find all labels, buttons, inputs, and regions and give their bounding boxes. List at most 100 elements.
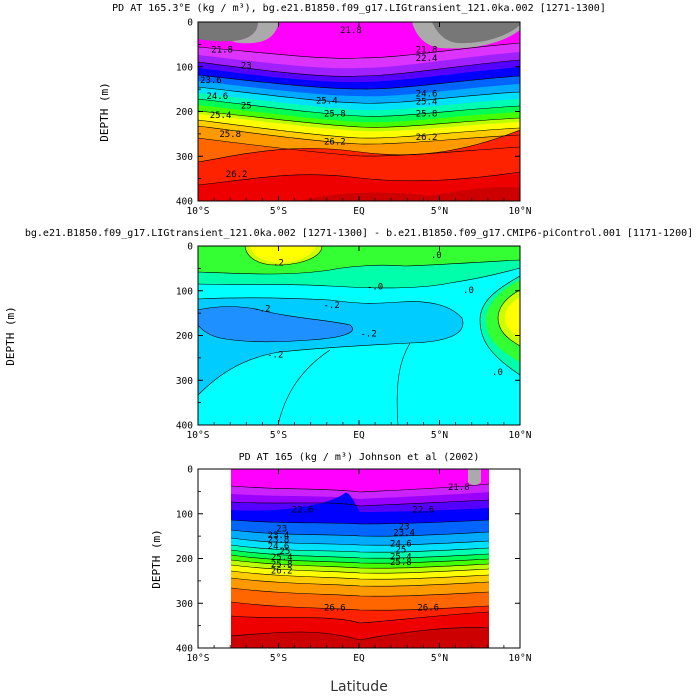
p1-contour-label: 25.4 (416, 98, 438, 108)
panel-3-contour-labels: 21.822.6 22.623 2323.423.824.62525.425.826… (268, 483, 470, 614)
panel-1: PD AT 165.3°E (kg / m³), bg.e21.B1850.f0… (98, 3, 606, 202)
p2-xtick-label: 5°N (431, 430, 448, 441)
p2-contour-label: -.2 (323, 301, 339, 311)
p1-xtick-label: 10°N (509, 206, 532, 217)
p2-contour-label: .2 (273, 259, 284, 269)
p3-xtick-label: 5°S (270, 653, 287, 664)
panel-3-ylabel: DEPTH (m) (150, 529, 163, 589)
p1-xtick-label: 5°N (431, 206, 448, 217)
p2-contour-label: -.0 (367, 282, 383, 292)
panel-1-plot (198, 22, 520, 201)
p3-band-26.6 (231, 627, 489, 648)
p2-xtick-label: 10°N (509, 430, 532, 441)
p2-ytick-label: 0 (187, 242, 193, 253)
p1-ytick-label: 300 (176, 152, 193, 163)
p1-contour-label: 21.8 (211, 46, 233, 56)
p3-contour-label: 23 (276, 525, 287, 535)
panel-2-title: bg.e21.B1850.f09_g17.LIGtransient_121.0k… (25, 228, 693, 239)
p1-ytick-label: 400 (176, 197, 193, 208)
p1-contour-label: 25.4 (210, 111, 232, 121)
p2-xtick-label: 5°S (270, 430, 287, 441)
p3-xtick-label: EQ (353, 653, 365, 664)
p1-contour-label: 26.2 (416, 133, 438, 143)
p3-contour-label: 22.6 (292, 505, 314, 515)
p2-band-neg-0.2 (198, 306, 353, 342)
p2-band-pos-right-0.3 (505, 297, 520, 338)
p1-contour-label: 25.8 (324, 110, 346, 120)
p3-contour-label: 23.4 (393, 529, 415, 539)
panel-2: bg.e21.B1850.f09_g17.LIGtransient_121.0k… (4, 228, 693, 426)
p3-xtick-label: 10°S (187, 653, 210, 664)
p1-contour-label: 24.6 (206, 92, 228, 102)
p1-contour-label: 25.8 (416, 110, 438, 120)
p1-xtick-label: EQ (353, 206, 365, 217)
p3-contour-label: 24.6 (390, 539, 412, 549)
p2-ytick-label: 100 (176, 286, 193, 297)
p2-contour-label: -.2 (254, 305, 270, 315)
p1-ytick-label: 0 (187, 18, 193, 29)
p3-contour-label: 23.8 (268, 535, 290, 545)
p2-ytick-label: 300 (176, 376, 193, 387)
p1-contour-label: 23.6 (200, 76, 222, 86)
panel-3-plot (231, 469, 489, 648)
panel-2-contour-labels: .2 .0 -.0 -.2 -.2 -.2 -.2 .0 .0 (254, 251, 503, 378)
p3-contour-lines (231, 483, 489, 641)
p3-contour-label: 25.4 (271, 553, 293, 563)
p1-contour-lines (198, 42, 520, 186)
p2-band-neg-0.1-lower (198, 343, 410, 425)
p3-ytick-label: 300 (176, 599, 193, 610)
p1-ytick-label: 200 (176, 107, 193, 118)
p1-surface-dark-right (432, 22, 520, 44)
p3-contour-label: 26.2 (271, 567, 293, 577)
panel-3-xlabel: Latitude (330, 679, 388, 695)
p3-ytick-label: 100 (176, 509, 193, 520)
p2-contour-label: .0 (463, 286, 474, 296)
p1-band-26.6 (300, 187, 520, 201)
p1-contour-label: 26.2 (324, 137, 346, 147)
panel-2-ylabel: DEPTH (m) (4, 306, 17, 366)
p3-contour-label: 22.6 (413, 505, 435, 515)
p2-ytick-label: 400 (176, 421, 193, 432)
panel-3: PD AT 165 (kg / m³) Johnson et al (2002) (150, 452, 521, 695)
panel-1-contour-labels: 21.821.8 21.822.42323.624.62525.425.826.2… (200, 26, 437, 180)
p2-band-pos-0.3 (250, 246, 316, 263)
p3-contour-label: 25.8 (271, 560, 293, 570)
p1-xtick-label: 5°S (270, 206, 287, 217)
p3-contour-label: 25.4 (390, 552, 412, 562)
p3-contour-label: 25 (280, 547, 291, 557)
p2-contour-label: -.2 (361, 329, 377, 339)
p3-contour-label: 23.4 (268, 531, 290, 541)
p1-contour-label: 22.4 (416, 54, 438, 64)
p3-contour-label: 26.6 (324, 604, 346, 614)
p1-surface-light-left (232, 22, 279, 44)
p2-xtick-label: 10°S (187, 430, 210, 441)
panel-1-ylabel: DEPTH (m) (98, 82, 111, 142)
p3-surface-gray (468, 469, 481, 485)
p3-contour-label: 26.6 (417, 604, 439, 614)
p3-ytick-label: 0 (187, 465, 193, 476)
panel-2-plot (198, 246, 520, 425)
p1-contour-label: 25.4 (316, 96, 338, 106)
p1-contour-label: 23 (241, 61, 252, 71)
p1-contour-label: 26.2 (226, 170, 248, 180)
p1-surface-dark-left (198, 22, 258, 42)
p3-xtick-label: 10°N (509, 653, 532, 664)
p3-contour-label: 23 (399, 522, 410, 532)
p3-contour-label: 25 (395, 546, 406, 556)
p2-contour-label: -.2 (267, 350, 283, 360)
p2-xtick-label: EQ (353, 430, 365, 441)
p1-xtick-label: 10°S (187, 206, 210, 217)
p1-contour-label: 25 (241, 102, 252, 112)
p2-contour-label: .0 (492, 368, 503, 378)
p1-contour-label: 25.8 (219, 130, 241, 140)
p1-ytick-label: 100 (176, 62, 193, 73)
p3-contour-label: 21.8 (448, 483, 470, 493)
p3-ytick-label: 200 (176, 554, 193, 565)
p3-contour-label: 24.6 (268, 542, 290, 552)
panel-3-title: PD AT 165 (kg / m³) Johnson et al (2002) (239, 452, 480, 463)
p1-contour-label: 21.8 (340, 26, 362, 36)
p1-contour-label: 24.6 (416, 90, 438, 100)
p2-contour-label: .0 (431, 251, 442, 261)
